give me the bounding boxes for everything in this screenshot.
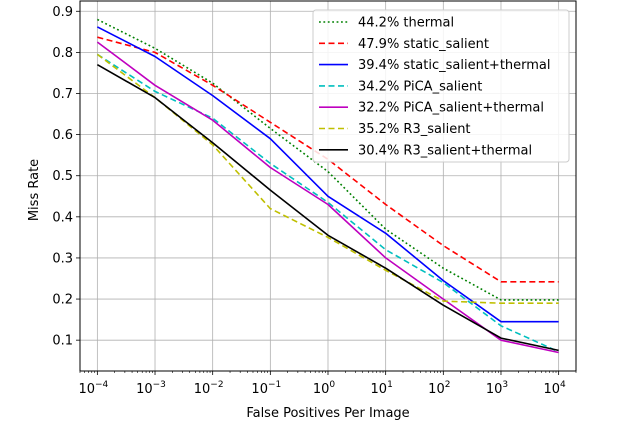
- series-lines: [96, 18, 559, 354]
- legend: 44.2% thermal 47.9% static_salient 39.4% …: [312, 9, 570, 163]
- x-axis-label: False Positives Per Image: [246, 406, 409, 421]
- x-tick-label: 10−2: [194, 380, 224, 397]
- series-line-2: [97, 36, 559, 283]
- series-line-4: [96, 53, 559, 353]
- x-tick-base: 10: [313, 382, 330, 397]
- y-tick-label: 0.8: [52, 46, 73, 61]
- x-tick-exponent: 3: [502, 380, 508, 390]
- x-tick-exponent: −4: [95, 380, 109, 390]
- x-tick-label: 104: [544, 380, 567, 397]
- x-tick-base: 10: [78, 382, 95, 397]
- y-tick-label: 0.5: [52, 169, 73, 184]
- legend-label: 39.4% static_salient+thermal: [358, 58, 551, 73]
- y-tick-label: 0.1: [52, 334, 73, 349]
- x-tick-base: 10: [428, 382, 445, 397]
- x-tick-label: 10−4: [78, 380, 108, 397]
- x-tick-exponent: −2: [210, 380, 223, 390]
- x-tick-base: 10: [544, 382, 561, 397]
- x-tick-base: 10: [136, 382, 153, 397]
- y-tick-label: 0.4: [52, 210, 73, 225]
- x-tick-base: 10: [371, 382, 388, 397]
- x-tick-exponent: 1: [387, 380, 393, 390]
- x-tick-label: 102: [428, 380, 450, 397]
- x-tick-label: 10−1: [251, 380, 281, 397]
- y-tick-label: 0.7: [52, 87, 73, 102]
- x-tick-exponent: 0: [329, 380, 335, 390]
- legend-label: 35.2% R3_salient: [358, 122, 471, 137]
- y-tick-label: 0.6: [52, 128, 73, 143]
- x-tick-base: 10: [194, 382, 211, 397]
- y-axis-ticks: 0.1 0.2 0.3 0.4 0.5 0.6 0.7 0.8 0.9: [52, 5, 80, 349]
- series-line-7: [97, 64, 559, 352]
- legend-label: 32.2% PiCA_salient+thermal: [358, 101, 544, 116]
- x-tick-exponent: −1: [268, 380, 281, 390]
- legend-label: 34.2% PiCA_salient: [358, 79, 482, 94]
- x-axis-ticks: 10−4 10−3 10−2 10−1 100 101 102 103 104: [78, 371, 577, 397]
- x-tick-label: 103: [486, 380, 508, 397]
- legend-box: [312, 9, 570, 163]
- x-tick-label: 101: [371, 380, 393, 397]
- x-tick-exponent: 2: [445, 380, 451, 390]
- legend-label: 47.9% static_salient: [358, 37, 489, 52]
- x-tick-label: 10−3: [136, 380, 166, 397]
- x-tick-base: 10: [486, 382, 503, 397]
- x-tick-label: 100: [313, 380, 336, 397]
- x-tick-exponent: −3: [153, 380, 166, 390]
- plot-frame: [79, 0, 577, 372]
- legend-label: 30.4% R3_salient+thermal: [358, 143, 532, 158]
- series-line-3: [97, 26, 559, 323]
- y-axis-label: Miss Rate: [27, 159, 42, 221]
- y-tick-label: 0.3: [52, 251, 73, 266]
- y-tick-label: 0.2: [52, 293, 73, 308]
- series-line-1: [97, 18, 559, 301]
- x-tick-base: 10: [251, 382, 268, 397]
- legend-label: 44.2% thermal: [358, 16, 454, 31]
- x-tick-exponent: 4: [560, 380, 566, 390]
- y-tick-label: 0.9: [52, 5, 73, 20]
